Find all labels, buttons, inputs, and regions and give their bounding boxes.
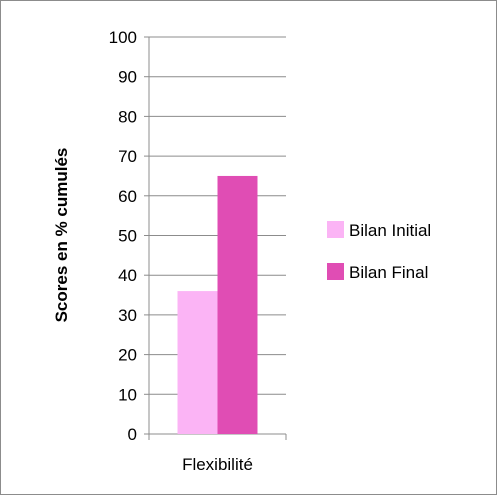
y-tick-label: 90 <box>118 68 137 87</box>
labels: 0 10 20 30 40 50 60 70 80 90 100 Flexibilité <box>109 28 253 474</box>
y-axis-title: Scores en % cumulés <box>52 148 71 323</box>
y-tick-label: 20 <box>118 346 137 365</box>
y-tick-label: 100 <box>109 28 137 47</box>
y-tick-label: 50 <box>118 227 137 246</box>
bar-bilan-final <box>217 175 258 434</box>
legend-swatch <box>327 221 344 238</box>
legend-label: Bilan Final <box>349 263 428 282</box>
y-tick-label: 30 <box>118 306 137 325</box>
y-tick-label: 0 <box>128 425 137 444</box>
bar-bilan-initial <box>177 291 218 434</box>
y-tick-label: 70 <box>118 147 137 166</box>
y-tick-label: 40 <box>118 266 137 285</box>
x-category-label: Flexibilité <box>182 455 253 474</box>
axes <box>144 36 287 440</box>
legend: Bilan Initial Bilan Final <box>327 221 431 282</box>
y-tick-label: 60 <box>118 187 137 206</box>
y-tick-label: 80 <box>118 107 137 126</box>
y-tick-label: 10 <box>118 385 137 404</box>
legend-label: Bilan Initial <box>349 221 431 240</box>
legend-swatch <box>327 263 344 280</box>
bars <box>177 175 258 434</box>
